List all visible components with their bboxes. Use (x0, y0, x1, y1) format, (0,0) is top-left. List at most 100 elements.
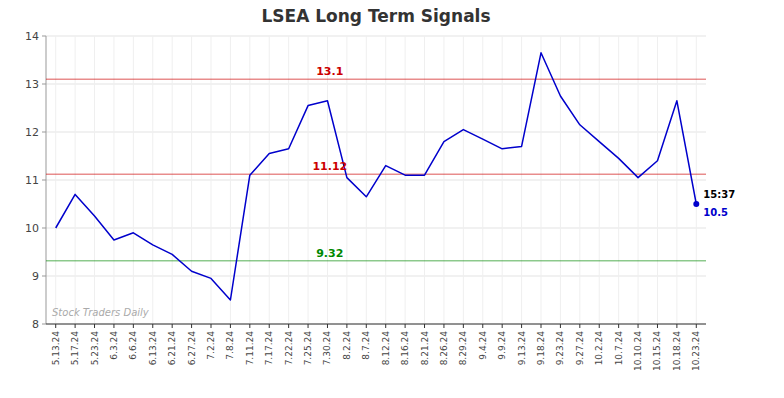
y-tick-label: 11 (25, 174, 39, 187)
x-tick-label: 10.7.24 (614, 331, 624, 366)
x-tick-label: 10.23.24 (691, 331, 701, 371)
x-tick-label: 8.16.24 (400, 331, 410, 366)
y-tick (42, 36, 46, 37)
watermark: Stock Traders Daily (52, 307, 150, 318)
y-tick-label: 9 (32, 270, 39, 283)
x-tick (696, 324, 697, 328)
x-tick (249, 324, 250, 328)
x-tick (579, 324, 580, 328)
x-tick (657, 324, 658, 328)
x-tick-label: 5.13.24 (51, 331, 61, 366)
x-tick (366, 324, 367, 328)
x-tick-label: 7.17.24 (264, 331, 274, 366)
x-tick-label: 9.23.24 (555, 331, 565, 366)
x-tick-label: 7.2.24 (206, 331, 216, 360)
x-tick-label: 6.3.24 (109, 331, 119, 360)
x-tick-label: 10.15.24 (652, 331, 662, 371)
x-tick (94, 324, 95, 328)
x-tick (424, 324, 425, 328)
y-tick-label: 13 (25, 78, 39, 91)
y-tick-label: 14 (25, 30, 39, 43)
x-tick (385, 324, 386, 328)
x-tick-label: 10.2.24 (594, 331, 604, 366)
last-point (693, 201, 699, 207)
x-tick (327, 324, 328, 328)
x-tick-label: 5.17.24 (70, 331, 80, 366)
x-tick (55, 324, 56, 328)
x-tick (346, 324, 347, 328)
x-tick (269, 324, 270, 328)
time-label: 15:37 (703, 189, 735, 200)
grid (46, 36, 706, 324)
x-axis-line (46, 324, 706, 325)
reference-line (46, 173, 706, 175)
reference-line (46, 260, 706, 262)
x-tick (502, 324, 503, 328)
grid-line-y (46, 84, 706, 85)
x-tick (113, 324, 114, 328)
grid-line-y (46, 36, 706, 37)
x-tick-label: 9.27.24 (575, 331, 585, 366)
x-tick (405, 324, 406, 328)
x-tick (75, 324, 76, 328)
x-tick-label: 6.27.24 (187, 331, 197, 366)
reference-label: 13.1 (316, 65, 343, 78)
y-tick (42, 84, 46, 85)
x-tick-label: 7.11.24 (245, 331, 255, 366)
x-tick-label: 6.13.24 (148, 331, 158, 366)
y-tick-label: 12 (25, 126, 39, 139)
x-tick (443, 324, 444, 328)
x-tick-label: 9.18.24 (536, 331, 546, 366)
y-tick (42, 180, 46, 181)
x-tick (191, 324, 192, 328)
reference-line (46, 78, 706, 80)
grid-line-y (46, 132, 706, 133)
x-tick (211, 324, 212, 328)
x-tick-label: 8.12.24 (381, 331, 391, 366)
grid-line-y (46, 276, 706, 277)
x-tick (560, 324, 561, 328)
chart: 8 9 10 11 12 13 14 5.13.24 5.17.24 5.23.24 6.3.24 6… (0, 0, 784, 398)
x-tick-label: 10.18.24 (672, 331, 682, 371)
title: LSEA Long Term Signals (261, 6, 490, 26)
y-tick (42, 276, 46, 277)
x-tick-label: 8.29.24 (458, 331, 468, 366)
y-tick-label: 10 (25, 222, 39, 235)
x-tick (541, 324, 542, 328)
x-tick (172, 324, 173, 328)
x-tick-label: 8.26.24 (439, 331, 449, 366)
x-tick (638, 324, 639, 328)
x-tick-label: 10.10.24 (633, 331, 643, 371)
reference-label: 9.32 (316, 247, 343, 260)
x-tick-label: 7.8.24 (225, 331, 235, 360)
x-tick-label: 8.21.24 (420, 331, 430, 366)
x-tick (152, 324, 153, 328)
x-tick-label: 6.6.24 (128, 331, 138, 360)
x-tick (482, 324, 483, 328)
x-tick-label: 6.21.24 (167, 331, 177, 366)
y-tick-label: 8 (32, 318, 39, 331)
x-tick-label: 7.25.24 (303, 331, 313, 366)
x-tick-label: 5.23.24 (90, 331, 100, 366)
plot-area (46, 53, 706, 300)
grid-line-y (46, 324, 706, 325)
x-tick (521, 324, 522, 328)
y-tick (42, 228, 46, 229)
value-label: 10.5 (703, 207, 728, 218)
x-tick (599, 324, 600, 328)
grid-line-y (46, 228, 706, 229)
y-tick (42, 132, 46, 133)
x-tick-label: 9.4.24 (478, 331, 488, 360)
y-tick (42, 324, 46, 325)
x-tick (308, 324, 309, 328)
x-tick-label: 7.30.24 (322, 331, 332, 366)
x-tick-label: 9.13.24 (517, 331, 527, 366)
reference-label: 11.12 (312, 160, 347, 173)
x-tick-label: 9.9.24 (497, 331, 507, 360)
x-tick (133, 324, 134, 328)
x-tick (230, 324, 231, 328)
x-tick (618, 324, 619, 328)
x-tick-label: 8.7.24 (361, 331, 371, 360)
x-tick (676, 324, 677, 328)
x-tick (463, 324, 464, 328)
